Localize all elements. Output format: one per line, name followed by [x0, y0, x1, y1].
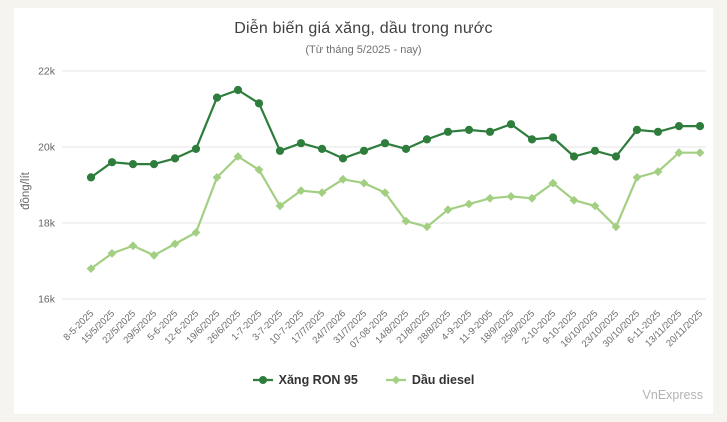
data-point-xang-ron-95-1-7-2025[interactable] — [254, 99, 264, 108]
series-xang-ron-95 — [86, 85, 705, 182]
y-axis-tick-labels: 16k 18k 20k 22k — [38, 66, 56, 306]
legend-marker-dau-diesel — [385, 375, 406, 385]
data-point-xang-ron-95-23/10/2025[interactable] — [611, 152, 621, 161]
data-point-dau-diesel-16/10/2025[interactable] — [590, 201, 600, 211]
data-point-xang-ron-95-21/8/2025[interactable] — [422, 135, 432, 144]
data-point-xang-ron-95-9-10-2025[interactable] — [569, 152, 579, 161]
legend-label-dau-diesel: Dầu diesel — [411, 373, 475, 387]
data-point-xang-ron-95-8-5-2025[interactable] — [86, 173, 96, 182]
data-point-dau-diesel-24/7/2026[interactable] — [338, 174, 348, 184]
data-point-dau-diesel-13/11/2025[interactable] — [674, 148, 684, 158]
data-point-dau-diesel-22/5/2025[interactable] — [128, 241, 138, 251]
data-point-dau-diesel-18/9/2025[interactable] — [506, 192, 516, 201]
data-point-dau-diesel-15/5/2025[interactable] — [107, 249, 117, 258]
data-point-dau-diesel-12-6-2025[interactable] — [191, 228, 201, 237]
legend-item-dau-diesel[interactable]: Dầu diesel — [385, 373, 475, 387]
data-point-xang-ron-95-15/5/2025[interactable] — [107, 158, 117, 167]
legend-marker-xang-ron-95 — [252, 376, 273, 384]
data-point-dau-diesel-3-7-2025[interactable] — [275, 201, 285, 211]
data-point-xang-ron-95-24/7/2026[interactable] — [338, 154, 348, 163]
data-point-xang-ron-95-2-10-2025[interactable] — [548, 133, 558, 142]
data-point-xang-ron-95-4-9-2025[interactable] — [464, 125, 474, 134]
y-tick-20k: 20k — [38, 142, 56, 154]
data-point-xang-ron-95-3-7-2025[interactable] — [275, 146, 285, 155]
data-point-dau-diesel-30/10/2025[interactable] — [632, 173, 642, 182]
series-dau-diesel — [86, 148, 705, 273]
data-point-xang-ron-95-19/6/2025[interactable] — [212, 93, 222, 102]
data-point-dau-diesel-28/8/2025[interactable] — [443, 205, 453, 215]
data-point-xang-ron-95-5-6-2025[interactable] — [170, 154, 180, 163]
data-point-xang-ron-95-18/9/2025[interactable] — [506, 120, 516, 129]
data-point-dau-diesel-6-11-2025[interactable] — [653, 167, 663, 177]
data-point-xang-ron-95-28/8/2025[interactable] — [443, 127, 453, 136]
series-line-dau-diesel — [89, 151, 702, 270]
legend-item-xang-ron-95[interactable]: Xăng RON 95 — [252, 373, 358, 387]
gridlines — [62, 70, 706, 300]
data-point-dau-diesel-17/7/2025[interactable] — [317, 188, 327, 197]
data-point-xang-ron-95-14/8/2025[interactable] — [401, 144, 411, 153]
data-point-xang-ron-95-22/5/2025[interactable] — [128, 160, 138, 169]
data-point-dau-diesel-20/11/2025[interactable] — [695, 148, 705, 158]
data-point-xang-ron-95-11-9-2005[interactable] — [485, 127, 495, 136]
y-tick-18k: 18k — [38, 218, 56, 230]
data-point-xang-ron-95-30/10/2025[interactable] — [632, 125, 642, 134]
data-point-dau-diesel-19/6/2025[interactable] — [212, 173, 222, 182]
data-point-dau-diesel-29/5/2025[interactable] — [149, 250, 159, 260]
data-point-dau-diesel-14/8/2025[interactable] — [401, 216, 411, 226]
data-point-dau-diesel-25/9/2025[interactable] — [527, 193, 537, 203]
chart-card: Diễn biến giá xăng, dầu trong nước (Từ t… — [14, 8, 713, 414]
data-point-xang-ron-95-20/11/2025[interactable] — [695, 122, 705, 131]
data-point-dau-diesel-8-5-2025[interactable] — [86, 264, 96, 273]
data-point-dau-diesel-4-9-2025[interactable] — [464, 199, 474, 209]
data-point-xang-ron-95-10-7-2025[interactable] — [296, 139, 306, 148]
chart-subtitle: (Từ tháng 5/2025 - nay) — [305, 44, 422, 56]
data-point-xang-ron-95-13/11/2025[interactable] — [674, 122, 684, 131]
y-tick-16k: 16k — [38, 294, 56, 306]
data-point-dau-diesel-9-10-2025[interactable] — [569, 195, 579, 205]
series-line-xang-ron-95 — [89, 88, 702, 179]
data-point-dau-diesel-2-10-2025[interactable] — [548, 178, 558, 188]
series-layer — [86, 85, 705, 273]
data-point-dau-diesel-11-9-2005[interactable] — [485, 193, 495, 203]
data-point-dau-diesel-5-6-2025[interactable] — [170, 239, 180, 249]
data-point-xang-ron-95-26/6/2025[interactable] — [233, 85, 243, 95]
data-point-xang-ron-95-29/5/2025[interactable] — [149, 160, 159, 169]
chart-title: Diễn biến giá xăng, dầu trong nước — [234, 20, 493, 37]
data-point-dau-diesel-26/6/2025[interactable] — [233, 152, 243, 161]
y-tick-22k: 22k — [38, 66, 56, 78]
data-point-xang-ron-95-31/7/2025[interactable] — [359, 146, 369, 155]
data-point-dau-diesel-07-08-2025[interactable] — [380, 188, 390, 197]
legend-label-xang-ron-95: Xăng RON 95 — [278, 373, 358, 387]
chart-legend: Xăng RON 95 Dầu diesel — [0, 373, 727, 387]
data-point-dau-diesel-10-7-2025[interactable] — [296, 186, 306, 196]
x-axis-tick-labels: 8-5-202515/5/202522/5/202529/5/20255-6-2… — [61, 308, 705, 350]
data-point-dau-diesel-23/10/2025[interactable] — [611, 222, 621, 232]
data-point-xang-ron-95-17/7/2025[interactable] — [317, 144, 327, 153]
data-point-xang-ron-95-07-08-2025[interactable] — [380, 139, 390, 148]
data-point-dau-diesel-21/8/2025[interactable] — [422, 222, 432, 232]
data-point-dau-diesel-31/7/2025[interactable] — [359, 178, 369, 188]
brand-credit: VnExpress — [642, 388, 703, 402]
data-point-xang-ron-95-16/10/2025[interactable] — [590, 146, 600, 155]
data-point-xang-ron-95-25/9/2025[interactable] — [527, 135, 537, 144]
data-point-xang-ron-95-12-6-2025[interactable] — [191, 144, 201, 153]
data-point-xang-ron-95-6-11-2025[interactable] — [653, 127, 663, 136]
data-point-dau-diesel-1-7-2025[interactable] — [254, 165, 264, 175]
